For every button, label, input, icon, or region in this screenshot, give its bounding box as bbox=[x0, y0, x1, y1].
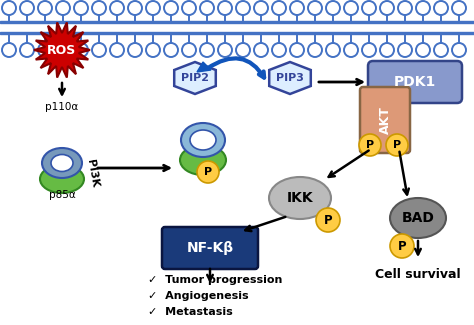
Ellipse shape bbox=[51, 154, 73, 172]
Circle shape bbox=[128, 43, 142, 57]
Circle shape bbox=[56, 1, 70, 15]
Circle shape bbox=[200, 1, 214, 15]
Circle shape bbox=[390, 234, 414, 258]
Circle shape bbox=[362, 43, 376, 57]
Circle shape bbox=[434, 1, 448, 15]
Circle shape bbox=[92, 1, 106, 15]
Text: Cell survival: Cell survival bbox=[375, 267, 461, 280]
Ellipse shape bbox=[40, 165, 84, 193]
Circle shape bbox=[326, 1, 340, 15]
Circle shape bbox=[2, 43, 16, 57]
Text: ✓  Tumor progression: ✓ Tumor progression bbox=[148, 275, 283, 285]
Circle shape bbox=[20, 1, 34, 15]
Circle shape bbox=[38, 43, 52, 57]
Circle shape bbox=[110, 1, 124, 15]
Circle shape bbox=[110, 43, 124, 57]
Text: P: P bbox=[204, 167, 212, 177]
Circle shape bbox=[254, 1, 268, 15]
Text: PDK1: PDK1 bbox=[394, 75, 436, 89]
Text: ✓  Metastasis: ✓ Metastasis bbox=[148, 307, 233, 317]
Circle shape bbox=[398, 1, 412, 15]
Circle shape bbox=[20, 43, 34, 57]
Circle shape bbox=[56, 43, 70, 57]
Text: P: P bbox=[393, 140, 401, 150]
Circle shape bbox=[398, 43, 412, 57]
Circle shape bbox=[128, 1, 142, 15]
Circle shape bbox=[344, 1, 358, 15]
Circle shape bbox=[326, 43, 340, 57]
Circle shape bbox=[182, 1, 196, 15]
Circle shape bbox=[272, 43, 286, 57]
Circle shape bbox=[2, 1, 16, 15]
Circle shape bbox=[272, 1, 286, 15]
Circle shape bbox=[308, 1, 322, 15]
Text: AKT: AKT bbox=[379, 106, 392, 134]
Circle shape bbox=[290, 43, 304, 57]
Circle shape bbox=[200, 43, 214, 57]
Text: p110α: p110α bbox=[46, 102, 79, 112]
FancyBboxPatch shape bbox=[360, 87, 410, 153]
Circle shape bbox=[362, 1, 376, 15]
Circle shape bbox=[197, 161, 219, 183]
Text: P: P bbox=[398, 240, 406, 253]
Circle shape bbox=[416, 1, 430, 15]
Text: P: P bbox=[324, 214, 332, 227]
Circle shape bbox=[344, 43, 358, 57]
Circle shape bbox=[380, 43, 394, 57]
Text: NF-Kβ: NF-Kβ bbox=[186, 241, 234, 255]
Polygon shape bbox=[269, 62, 311, 94]
Text: ROS: ROS bbox=[47, 44, 77, 57]
Text: P: P bbox=[366, 140, 374, 150]
Circle shape bbox=[452, 1, 466, 15]
Ellipse shape bbox=[190, 130, 216, 150]
Text: PI3K: PI3K bbox=[85, 158, 100, 188]
Circle shape bbox=[146, 43, 160, 57]
Circle shape bbox=[164, 43, 178, 57]
Ellipse shape bbox=[180, 145, 226, 175]
FancyBboxPatch shape bbox=[162, 227, 258, 269]
Circle shape bbox=[182, 43, 196, 57]
Circle shape bbox=[359, 134, 381, 156]
Text: PIP3: PIP3 bbox=[276, 73, 304, 83]
Circle shape bbox=[290, 1, 304, 15]
Circle shape bbox=[74, 43, 88, 57]
Text: ✓  Angiogenesis: ✓ Angiogenesis bbox=[148, 291, 249, 301]
Circle shape bbox=[316, 208, 340, 232]
Ellipse shape bbox=[269, 177, 331, 219]
Circle shape bbox=[218, 1, 232, 15]
Ellipse shape bbox=[181, 123, 225, 157]
Circle shape bbox=[416, 43, 430, 57]
Circle shape bbox=[254, 43, 268, 57]
Bar bbox=[0, 21, 474, 23]
Circle shape bbox=[386, 134, 408, 156]
Circle shape bbox=[236, 1, 250, 15]
Circle shape bbox=[38, 1, 52, 15]
FancyBboxPatch shape bbox=[368, 61, 462, 103]
Circle shape bbox=[164, 1, 178, 15]
Circle shape bbox=[452, 43, 466, 57]
Ellipse shape bbox=[42, 148, 82, 178]
Ellipse shape bbox=[390, 198, 446, 238]
Text: p85α: p85α bbox=[49, 190, 75, 200]
Polygon shape bbox=[197, 62, 211, 72]
Polygon shape bbox=[174, 62, 216, 94]
Circle shape bbox=[236, 43, 250, 57]
Circle shape bbox=[74, 1, 88, 15]
Circle shape bbox=[308, 43, 322, 57]
Circle shape bbox=[92, 43, 106, 57]
Circle shape bbox=[218, 43, 232, 57]
Circle shape bbox=[380, 1, 394, 15]
Text: PIP2: PIP2 bbox=[181, 73, 209, 83]
Text: IKK: IKK bbox=[287, 191, 313, 205]
Bar bbox=[0, 32, 474, 34]
Circle shape bbox=[434, 43, 448, 57]
Polygon shape bbox=[34, 22, 90, 78]
Circle shape bbox=[146, 1, 160, 15]
Text: BAD: BAD bbox=[401, 211, 435, 225]
